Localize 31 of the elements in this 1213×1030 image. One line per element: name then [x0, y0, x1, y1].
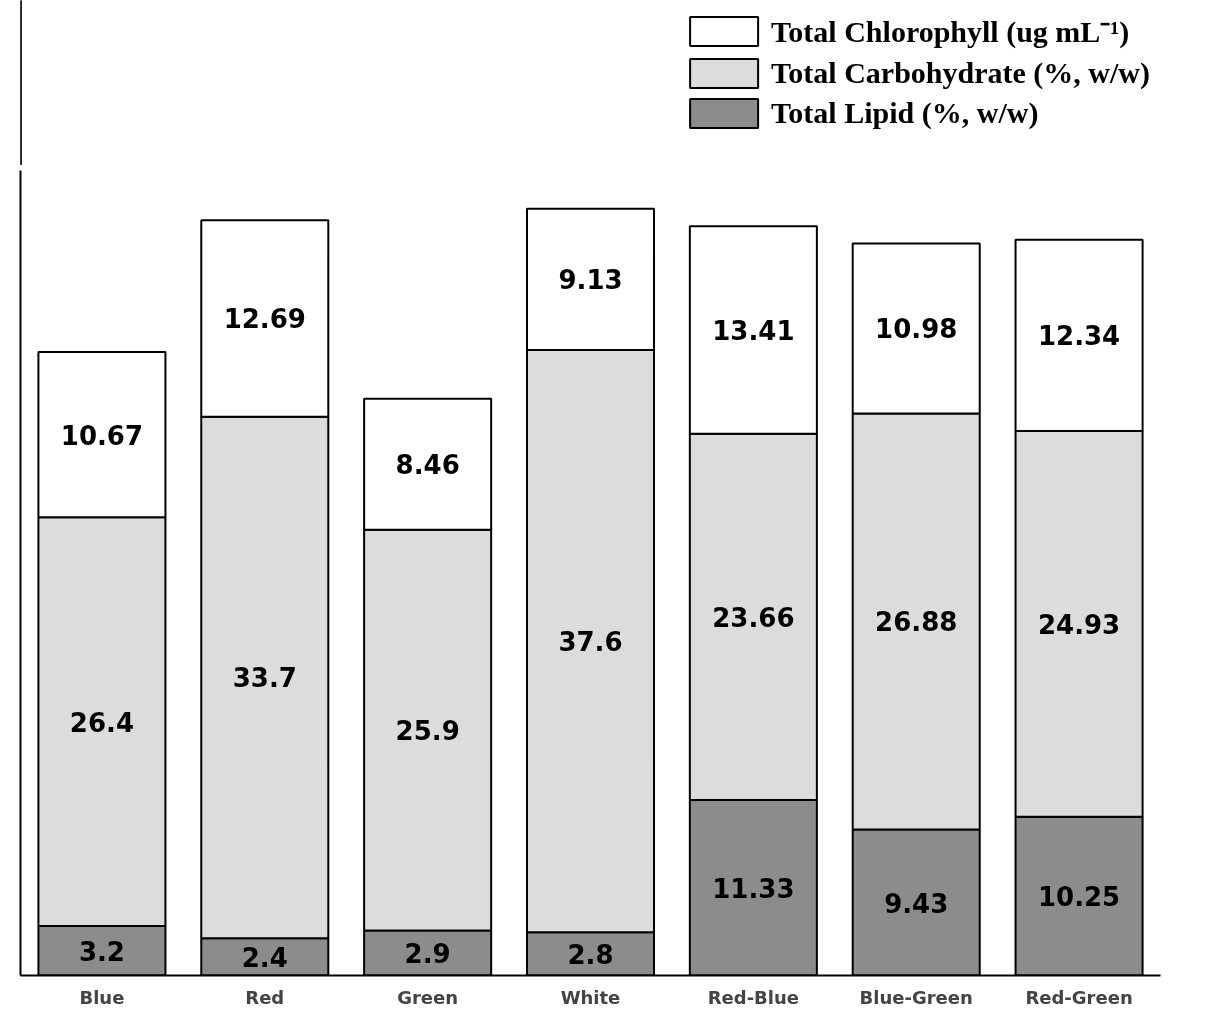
data-label: 10.67: [60, 420, 144, 451]
x-tick-label: Blue: [79, 986, 125, 1008]
data-label: 10.98: [875, 314, 958, 345]
data-label: 2.4: [241, 942, 288, 973]
legend-label: Total Carbohydrate (%, w/w): [771, 56, 1150, 90]
data-label: 10.25: [1037, 882, 1121, 913]
data-label: 9.43: [884, 888, 949, 919]
x-tick-label: Red: [245, 986, 285, 1008]
legend-label: Total Chlorophyll (ug mL⁻¹): [771, 14, 1130, 50]
data-label: 2.8: [567, 939, 614, 970]
data-label: 12.69: [223, 304, 306, 335]
data-label: 11.33: [712, 873, 795, 904]
legend-label: Total Lipid (%, w/w): [771, 96, 1039, 130]
data-label: 12.34: [1037, 321, 1121, 352]
x-tick-label: Red-Blue: [707, 986, 800, 1008]
x-tick-label: Red-Green: [1025, 986, 1133, 1008]
x-tick-label: Blue-Green: [859, 986, 973, 1008]
data-label: 25.9: [395, 716, 460, 747]
data-label: 13.41: [712, 316, 795, 347]
data-label: 23.66: [712, 602, 795, 633]
data-label: 26.88: [875, 607, 958, 638]
data-label: 37.6: [558, 627, 623, 658]
data-label: 24.93: [1037, 609, 1121, 640]
data-label: 33.7: [232, 663, 297, 694]
x-tick-label: White: [560, 986, 621, 1008]
data-label: 8.46: [395, 450, 460, 481]
data-label: 2.9: [404, 939, 451, 970]
data-label: 9.13: [558, 265, 623, 296]
x-tick-label: Green: [397, 986, 459, 1008]
data-label: 3.2: [78, 936, 125, 967]
data-label: 26.4: [69, 707, 135, 738]
